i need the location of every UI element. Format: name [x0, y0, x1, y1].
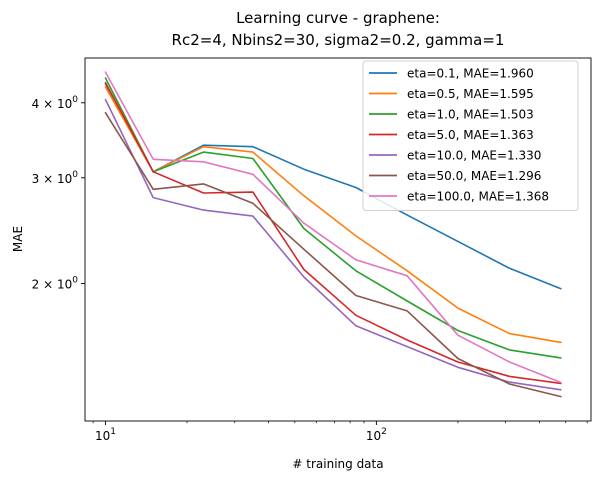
series-line-3	[104, 81, 562, 385]
series-line-2	[104, 77, 562, 359]
y-tick-label: 4 × 100	[32, 95, 79, 111]
x-tick-label: 101	[95, 427, 116, 443]
legend-label-1: eta=0.5, MAE=1.595	[407, 87, 534, 101]
x-axis-label: # training data	[292, 457, 383, 471]
y-axis-label: MAE	[11, 226, 25, 252]
series-line-1	[104, 86, 562, 344]
series-layer	[104, 71, 562, 398]
legend-box	[362, 60, 579, 211]
legend-label-5: eta=50.0, MAE=1.296	[407, 169, 541, 183]
series-line-5	[104, 112, 562, 398]
legend-label-4: eta=10.0, MAE=1.330	[407, 149, 541, 163]
chart-title: Learning curve - graphene:	[236, 9, 440, 27]
axes-layer: 101 102 2 × 100 3 × 100 4 × 100	[32, 95, 588, 443]
chart-subtitle: Rc2=4, Nbins2=30, sigma2=0.2, gamma=1	[172, 31, 505, 49]
y-tick-label: 2 × 100	[32, 275, 79, 291]
legend: eta=0.1, MAE=1.960 eta=0.5, MAE=1.595 eta=…	[362, 60, 579, 211]
legend-label-3: eta=5.0, MAE=1.363	[407, 128, 534, 142]
series-line-4	[104, 98, 562, 391]
legend-label-2: eta=1.0, MAE=1.503	[407, 108, 534, 122]
legend-label-6: eta=100.0, MAE=1.368	[407, 190, 549, 204]
legend-label-0: eta=0.1, MAE=1.960	[407, 67, 534, 81]
plot-frame	[84, 57, 592, 422]
series-line-6	[104, 71, 562, 384]
x-tick-label: 102	[366, 427, 387, 443]
y-tick-label: 3 × 100	[32, 170, 79, 186]
